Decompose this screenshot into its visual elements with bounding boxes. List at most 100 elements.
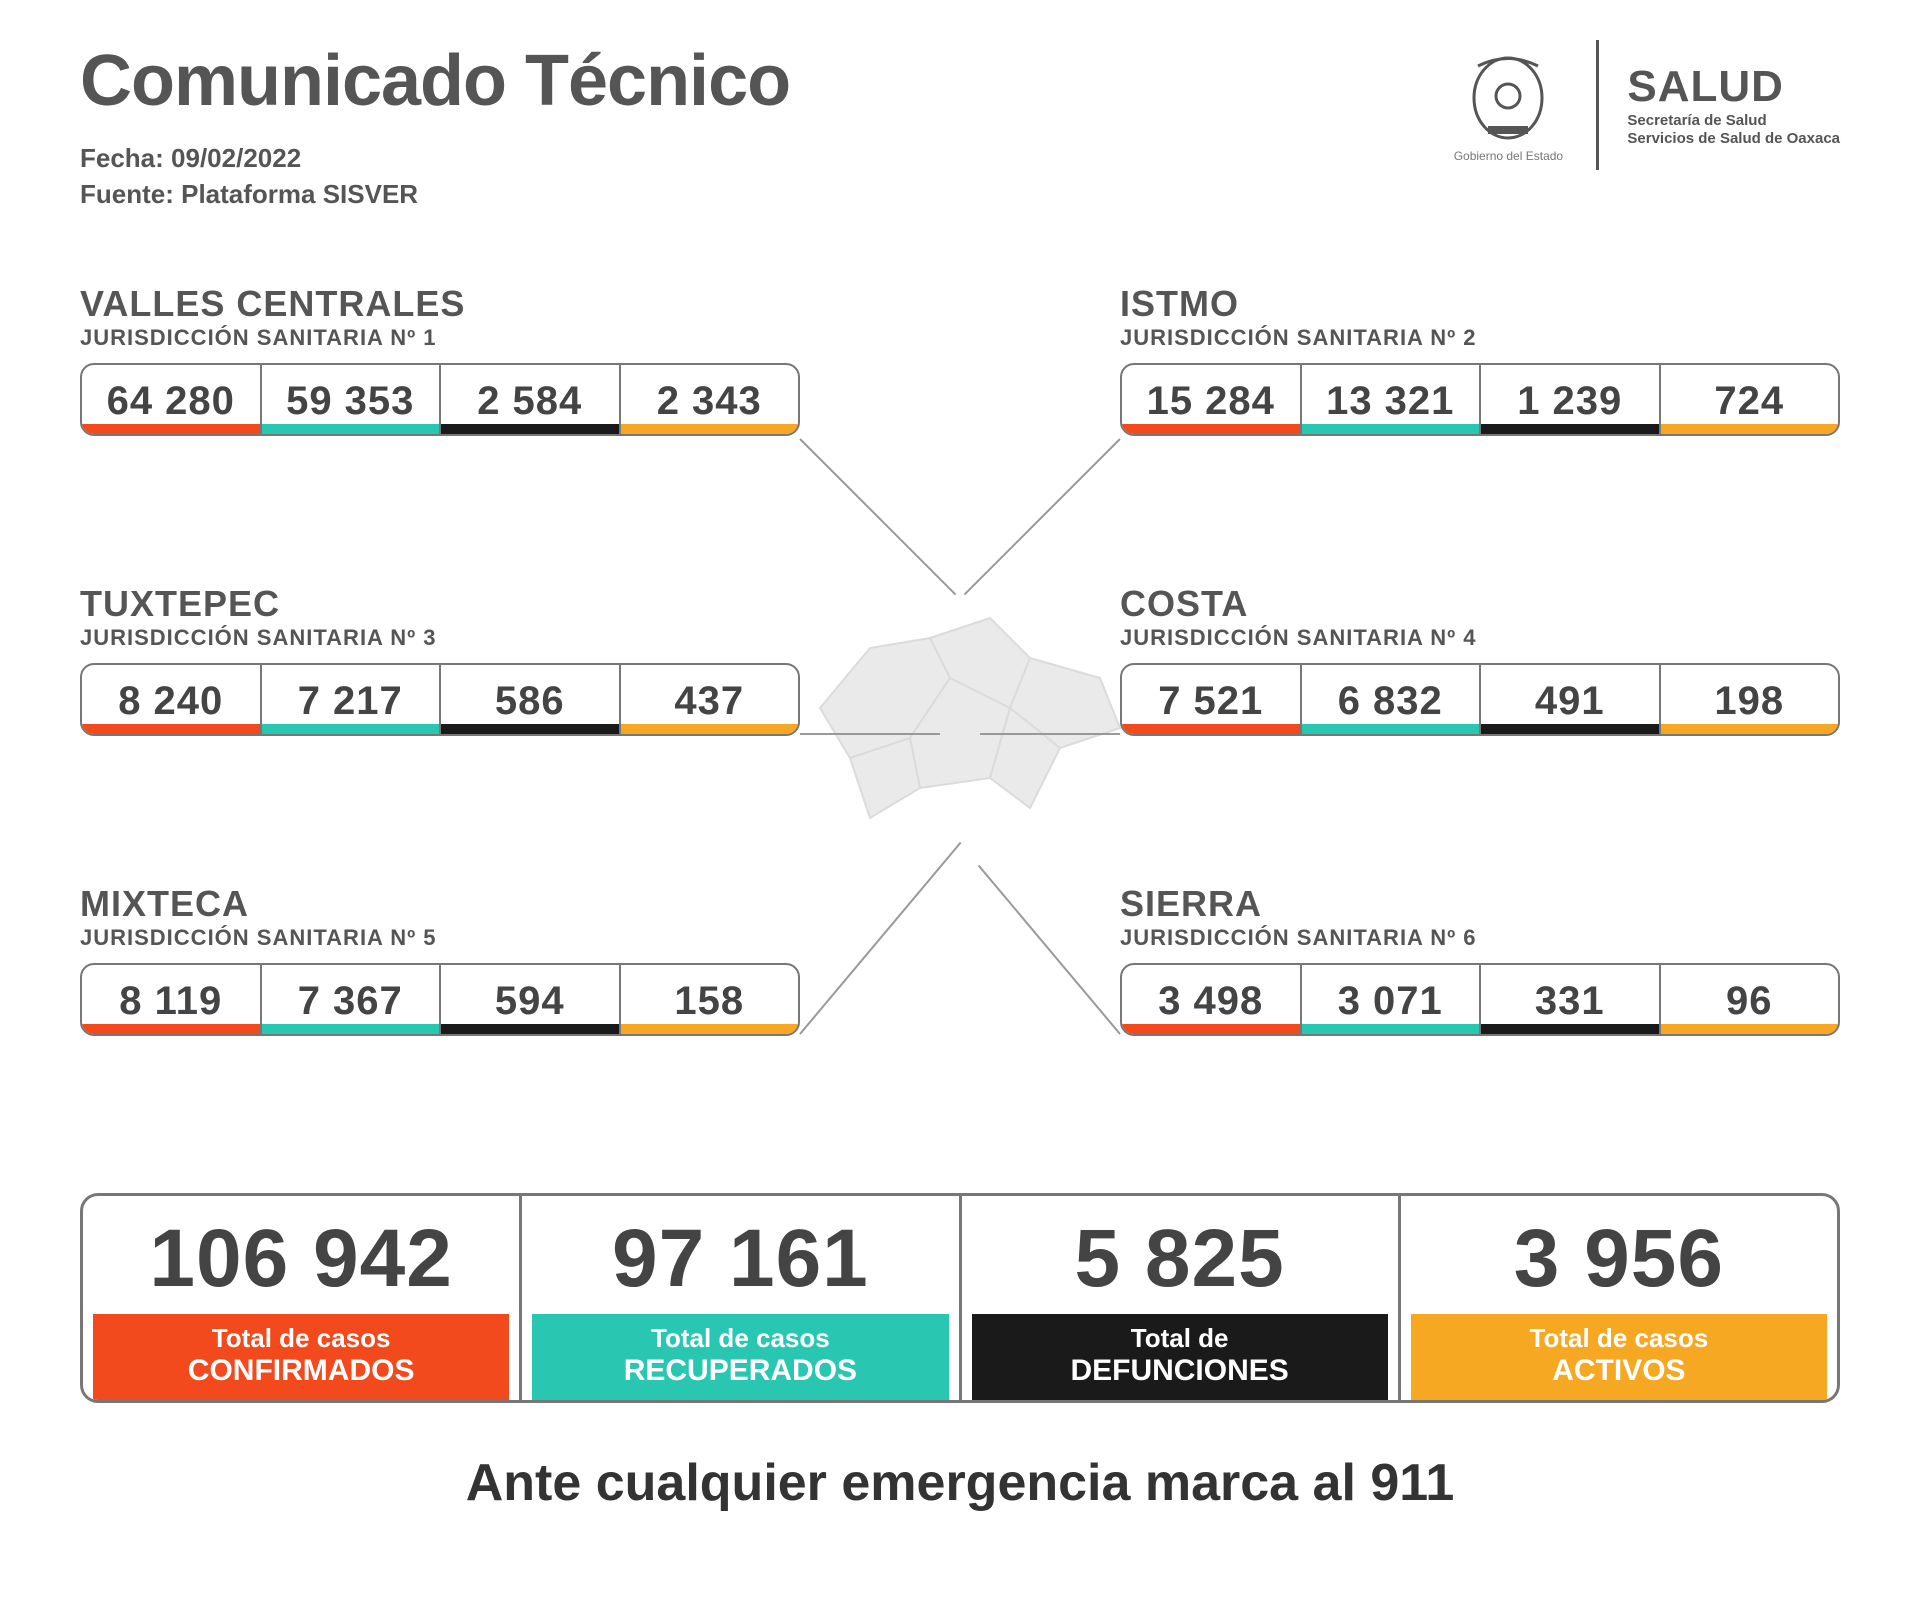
stat-cell-confirmed: 3 498 — [1122, 965, 1302, 1034]
connector-line — [800, 733, 940, 735]
region-card: SIERRAJURISDICCIÓN SANITARIA Nº 63 4983 … — [1120, 883, 1840, 1036]
stat-underline — [1302, 424, 1480, 434]
title-block: Comunicado Técnico Fecha: 09/02/2022 Fue… — [80, 40, 790, 213]
stat-cell-deaths: 586 — [441, 665, 621, 734]
total-value: 106 942 — [93, 1218, 509, 1300]
stat-value: 437 — [627, 679, 793, 724]
stat-underline — [1122, 724, 1300, 734]
total-label-line1: Total de — [1131, 1323, 1229, 1353]
totals-row: 106 942Total de casosCONFIRMADOS97 161To… — [80, 1193, 1840, 1403]
stat-value: 331 — [1487, 979, 1653, 1024]
stat-underline — [1661, 724, 1839, 734]
total-value: 3 956 — [1411, 1218, 1827, 1300]
stat-value: 594 — [447, 979, 613, 1024]
total-value: 97 161 — [532, 1218, 948, 1300]
stat-value: 2 343 — [627, 379, 793, 424]
total-label-line1: Total de casos — [212, 1323, 391, 1353]
region-stat-row: 15 28413 3211 239724 — [1120, 363, 1840, 436]
total-label: Total de casosACTIVOS — [1411, 1314, 1827, 1400]
region-stat-row: 8 119 7 367 594 158 — [80, 963, 800, 1036]
stat-cell-recovered: 13 321 — [1302, 365, 1482, 434]
stat-value: 198 — [1667, 679, 1833, 724]
stat-underline — [262, 424, 440, 434]
region-stat-row: 64 28059 3532 5842 343 — [80, 363, 800, 436]
stat-cell-recovered: 6 832 — [1302, 665, 1482, 734]
stat-underline — [621, 424, 799, 434]
seal-label: Gobierno del Estado — [1454, 150, 1563, 163]
connector-line — [978, 865, 1121, 1035]
connector-line — [980, 733, 1120, 735]
total-label-line2: DEFUNCIONES — [976, 1354, 1384, 1389]
region-subtitle: JURISDICCIÓN SANITARIA Nº 1 — [80, 325, 800, 351]
region-title: TUXTEPEC — [80, 583, 800, 625]
stat-cell-deaths: 1 239 — [1481, 365, 1661, 434]
logo-block: Gobierno del Estado SALUD Secretaría de … — [1448, 40, 1840, 170]
stat-underline — [1302, 1024, 1480, 1034]
region-subtitle: JURISDICCIÓN SANITARIA Nº 6 — [1120, 925, 1840, 951]
stat-cell-deaths: 594 — [441, 965, 621, 1034]
stat-underline — [1661, 1024, 1839, 1034]
stat-underline — [1302, 724, 1480, 734]
stat-underline — [82, 1024, 260, 1034]
salud-block: SALUD Secretaría de Salud Servicios de S… — [1627, 62, 1840, 148]
connector-line — [964, 438, 1121, 595]
total-label-line1: Total de casos — [651, 1323, 830, 1353]
stat-cell-active: 158 — [621, 965, 799, 1034]
stat-value: 158 — [627, 979, 793, 1024]
stat-cell-recovered: 7 217 — [262, 665, 442, 734]
regions-area: VALLES CENTRALESJURISDICCIÓN SANITARIA N… — [80, 283, 1840, 1153]
total-label: Total de casosCONFIRMADOS — [93, 1314, 509, 1400]
total-label-line2: ACTIVOS — [1415, 1354, 1823, 1389]
stat-cell-active: 437 — [621, 665, 799, 734]
region-subtitle: JURISDICCIÓN SANITARIA Nº 2 — [1120, 325, 1840, 351]
stat-underline — [441, 424, 619, 434]
stat-underline — [262, 724, 440, 734]
stat-underline — [82, 424, 260, 434]
stat-value: 59 353 — [268, 379, 434, 424]
stat-underline — [1122, 424, 1300, 434]
page-title: Comunicado Técnico — [80, 40, 790, 122]
region-title: ISTMO — [1120, 283, 1840, 325]
stat-cell-confirmed: 64 280 — [82, 365, 262, 434]
region-title: COSTA — [1120, 583, 1840, 625]
stat-value: 3 498 — [1128, 979, 1294, 1024]
stat-underline — [1661, 424, 1839, 434]
total-cell-active: 3 956 Total de casosACTIVOS — [1401, 1196, 1837, 1400]
stat-cell-confirmed: 8 240 — [82, 665, 262, 734]
salud-title: SALUD — [1627, 62, 1840, 112]
header: Comunicado Técnico Fecha: 09/02/2022 Fue… — [80, 40, 1840, 213]
region-card: MIXTECAJURISDICCIÓN SANITARIA Nº 58 1197… — [80, 883, 800, 1036]
stat-cell-confirmed: 7 521 — [1122, 665, 1302, 734]
stat-value: 6 832 — [1308, 679, 1474, 724]
map-icon — [780, 588, 1140, 848]
stat-value: 8 119 — [88, 979, 254, 1024]
region-subtitle: JURISDICCIÓN SANITARIA Nº 3 — [80, 625, 800, 651]
connector-line — [799, 842, 961, 1035]
salud-sub2: Servicios de Salud de Oaxaca — [1627, 130, 1840, 148]
stat-value: 7 367 — [268, 979, 434, 1024]
total-label-line2: RECUPERADOS — [536, 1354, 944, 1389]
stat-cell-confirmed: 15 284 — [1122, 365, 1302, 434]
stat-value: 96 — [1667, 979, 1833, 1024]
total-label-line1: Total de casos — [1530, 1323, 1709, 1353]
stat-underline — [1122, 1024, 1300, 1034]
region-stat-row: 7 5216 832 491 198 — [1120, 663, 1840, 736]
date-line: Fecha: 09/02/2022 — [80, 140, 790, 176]
region-subtitle: JURISDICCIÓN SANITARIA Nº 4 — [1120, 625, 1840, 651]
stat-value: 7 217 — [268, 679, 434, 724]
total-label-line2: CONFIRMADOS — [97, 1354, 505, 1389]
region-stat-row: 8 2407 217 586 437 — [80, 663, 800, 736]
stat-cell-recovered: 3 071 — [1302, 965, 1482, 1034]
stat-underline — [82, 724, 260, 734]
stat-underline — [441, 1024, 619, 1034]
stat-value: 586 — [447, 679, 613, 724]
region-title: VALLES CENTRALES — [80, 283, 800, 325]
stat-value: 724 — [1667, 379, 1833, 424]
region-subtitle: JURISDICCIÓN SANITARIA Nº 5 — [80, 925, 800, 951]
stat-underline — [441, 724, 619, 734]
stat-value: 491 — [1487, 679, 1653, 724]
stat-cell-recovered: 7 367 — [262, 965, 442, 1034]
stat-value: 64 280 — [88, 379, 254, 424]
stat-cell-recovered: 59 353 — [262, 365, 442, 434]
stat-cell-confirmed: 8 119 — [82, 965, 262, 1034]
